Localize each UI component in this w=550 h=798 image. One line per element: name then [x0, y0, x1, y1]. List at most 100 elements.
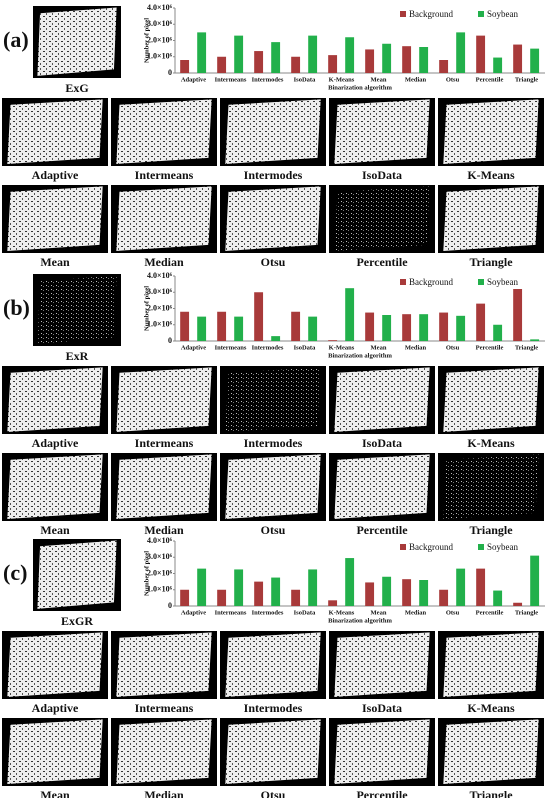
- x-tick-label: Adaptive: [181, 344, 206, 351]
- bar: [197, 568, 207, 606]
- legend-label: Background: [409, 542, 453, 552]
- binary-image-field: [116, 632, 212, 697]
- bar: [402, 314, 412, 341]
- image-caption: Adaptive: [32, 436, 79, 450]
- binary-image-field: [225, 367, 321, 432]
- legend-swatch: [478, 11, 484, 17]
- image-caption: IsoData: [362, 436, 402, 450]
- y-tick-label: 3.0×10⁶: [147, 552, 173, 561]
- binary-image-field: [7, 186, 103, 251]
- image-caption: Otsu: [261, 523, 286, 537]
- image-caption: Median: [144, 788, 184, 798]
- image-caption: Otsu: [261, 255, 286, 269]
- bar: [271, 336, 281, 341]
- bar: [530, 339, 540, 341]
- legend-swatch: [478, 544, 484, 550]
- x-tick-label: Triangle: [515, 609, 538, 616]
- legend-label: Soybean: [487, 277, 518, 287]
- binary-image-field: [116, 454, 212, 519]
- y-tick-label: 2.0×10⁶: [147, 568, 173, 577]
- bar: [180, 311, 190, 341]
- x-tick-label: Otsu: [446, 76, 460, 83]
- binary-image-field: [225, 719, 321, 784]
- bar: [234, 316, 244, 341]
- binary-image-field: [443, 454, 539, 519]
- bar: [254, 51, 264, 73]
- bar: [530, 48, 540, 73]
- bar: [476, 35, 486, 73]
- binary-image-field: [443, 367, 539, 432]
- x-tick-label: Percentile: [476, 609, 504, 616]
- panel-label: (b): [3, 295, 30, 320]
- x-tick-label: Percentile: [476, 76, 504, 83]
- image-caption: Adaptive: [32, 168, 79, 182]
- y-tick-label: 1.0×10⁶: [147, 52, 173, 61]
- y-tick-label: 3.0×10⁶: [147, 287, 173, 296]
- legend-swatch: [478, 279, 484, 285]
- legend-label: Soybean: [487, 542, 518, 552]
- image-caption: Intermodes: [244, 701, 303, 715]
- bar: [308, 316, 318, 341]
- image-caption: K-Means: [467, 701, 515, 715]
- x-tick-label: K-Means: [329, 609, 355, 616]
- x-tick-label: IsoData: [294, 76, 316, 83]
- x-tick-label: K-Means: [329, 76, 355, 83]
- x-tick-label: Intermeans: [215, 609, 247, 616]
- image-caption: ExG: [65, 81, 88, 95]
- bar: [476, 303, 486, 341]
- bar: [365, 582, 375, 606]
- image-caption: Percentile: [356, 255, 408, 269]
- binary-image-field: [7, 632, 103, 697]
- bar: [419, 314, 429, 341]
- x-tick-label: Mean: [371, 344, 387, 351]
- legend-label: Background: [409, 9, 453, 19]
- bar: [254, 581, 264, 606]
- binary-image-field: [116, 99, 212, 164]
- index-image-field: [37, 540, 117, 609]
- image-caption: K-Means: [467, 436, 515, 450]
- x-tick-label: Mean: [371, 76, 387, 83]
- bar: [291, 311, 301, 341]
- image-caption: ExGR: [61, 614, 93, 628]
- image-caption: K-Means: [467, 168, 515, 182]
- image-caption: Intermeans: [135, 168, 194, 182]
- bar: [345, 37, 355, 73]
- bar: [328, 55, 338, 73]
- binary-image-field: [334, 719, 430, 784]
- y-tick-label: 4.0×10⁶: [147, 3, 173, 12]
- bar: [308, 35, 318, 73]
- legend-swatch: [400, 279, 406, 285]
- index-image-field: [37, 275, 117, 344]
- x-tick-label: Median: [405, 76, 427, 83]
- y-tick-label: 1.0×10⁶: [147, 320, 173, 329]
- bar: [382, 315, 392, 341]
- binary-image-field: [334, 632, 430, 697]
- binary-image-field: [225, 99, 321, 164]
- bar: [513, 44, 523, 73]
- bar: [439, 60, 449, 73]
- y-tick-label: 2.0×10⁶: [147, 35, 173, 44]
- binary-image-field: [443, 632, 539, 697]
- x-tick-label: Intermodes: [252, 609, 284, 616]
- bar: [402, 46, 412, 73]
- image-caption: Intermeans: [135, 701, 194, 715]
- x-axis-label: Binarization algorithm: [328, 84, 392, 91]
- x-tick-label: Intermodes: [252, 76, 284, 83]
- x-tick-label: IsoData: [294, 609, 316, 616]
- legend-swatch: [400, 11, 406, 17]
- x-tick-label: Intermodes: [252, 344, 284, 351]
- x-axis-label: Binarization algorithm: [328, 352, 392, 359]
- y-axis-label: Number of pixel: [143, 551, 150, 596]
- bar: [234, 569, 244, 606]
- y-tick-label: 0: [168, 601, 172, 610]
- image-caption: Intermodes: [244, 436, 303, 450]
- image-caption: Triangle: [469, 255, 513, 269]
- index-image-field: [37, 7, 117, 76]
- panel-label: (a): [3, 27, 29, 52]
- binary-image-field: [7, 719, 103, 784]
- binary-image-field: [443, 99, 539, 164]
- bar: [271, 42, 281, 73]
- x-tick-label: Intermeans: [215, 344, 247, 351]
- x-tick-label: Median: [405, 344, 427, 351]
- image-caption: Triangle: [469, 523, 513, 537]
